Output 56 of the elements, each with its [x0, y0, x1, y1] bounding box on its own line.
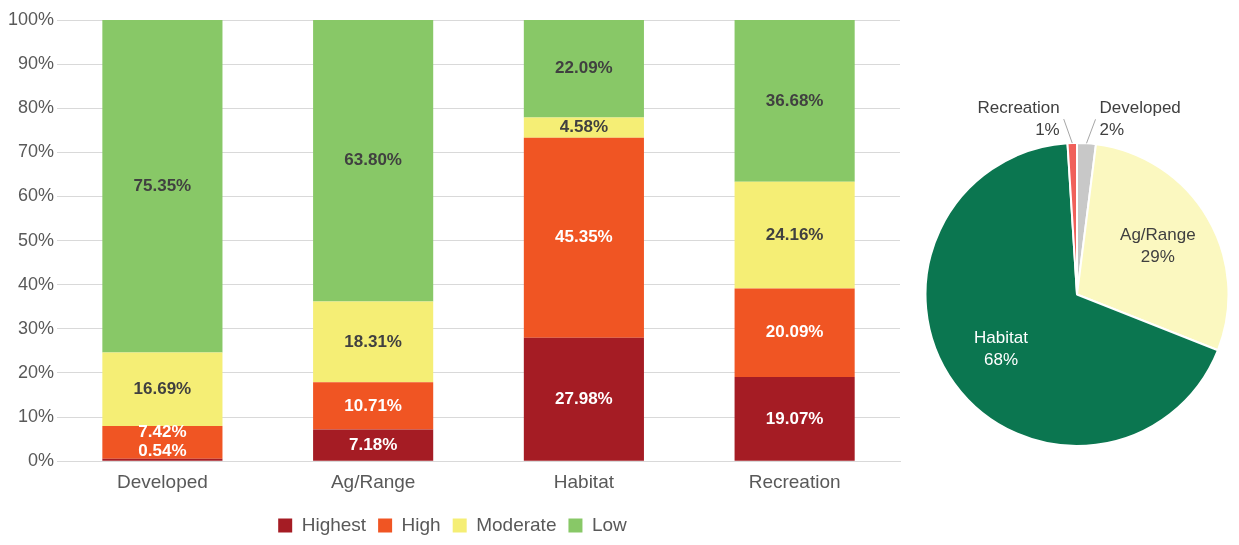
y-tick-label: 70%: [18, 141, 55, 162]
bar: [523, 20, 644, 118]
data-label: 16.69%: [133, 378, 192, 398]
x-tick-label: Ag/Range: [330, 470, 416, 492]
bar: [313, 382, 434, 430]
data-label: 68%: [983, 350, 1019, 370]
data-label: 0.54%: [138, 440, 187, 460]
data-label: 63.80%: [344, 150, 402, 170]
legend-label: High: [401, 513, 441, 535]
x-tick-label: Recreation: [748, 470, 841, 492]
bar: [734, 20, 855, 182]
bar: [102, 20, 223, 353]
y-tick-label: 90%: [18, 53, 55, 74]
data-label: 20.09%: [765, 322, 824, 342]
data-label: 4.58%: [559, 117, 608, 137]
x-tick-label: Developed: [116, 470, 208, 492]
bar: [734, 377, 855, 461]
y-tick-label: 50%: [18, 229, 55, 250]
y-tick-label: 60%: [18, 185, 55, 206]
data-label: 27.98%: [555, 388, 613, 408]
data-label: 24.16%: [765, 224, 824, 244]
legend-label: Highest: [301, 513, 367, 535]
bar: [523, 337, 644, 461]
bar: [313, 301, 434, 383]
x-tick-label: Habitat: [553, 470, 615, 492]
y-tick-label: 40%: [18, 273, 55, 294]
y-tick-label: 0%: [28, 450, 55, 471]
bar: [734, 181, 855, 289]
slice-label: Habitat: [974, 328, 1029, 348]
bar: [313, 20, 434, 302]
y-tick-label: 30%: [18, 317, 55, 338]
y-tick-label: 80%: [18, 97, 55, 118]
data-label: 2%: [1099, 119, 1125, 139]
data-label: 7.18%: [349, 434, 398, 454]
y-tick-label: 10%: [18, 406, 55, 427]
bar: [313, 429, 434, 461]
data-label: 22.09%: [555, 58, 613, 78]
data-label: 29%: [1140, 247, 1175, 267]
data-label: 1%: [1035, 119, 1060, 139]
data-label: 75.35%: [133, 175, 192, 195]
data-label: 36.68%: [765, 90, 824, 110]
bar: [523, 137, 644, 338]
data-label: 7.42%: [138, 421, 187, 441]
data-label: 45.35%: [555, 227, 613, 247]
bar: [734, 288, 855, 378]
legend-label: Low: [591, 513, 628, 535]
y-tick-label: 20%: [18, 361, 55, 382]
data-label: 18.31%: [344, 331, 402, 351]
data-label: 19.07%: [765, 408, 824, 428]
slice-label: Ag/Range: [1120, 225, 1196, 245]
legend-label: Moderate: [476, 513, 557, 535]
slice-label: Recreation: [977, 97, 1060, 117]
slice-label: Developed: [1099, 97, 1181, 117]
data-label: 10.71%: [344, 395, 402, 415]
bar: [102, 352, 223, 427]
y-tick-label: 100%: [7, 8, 55, 29]
